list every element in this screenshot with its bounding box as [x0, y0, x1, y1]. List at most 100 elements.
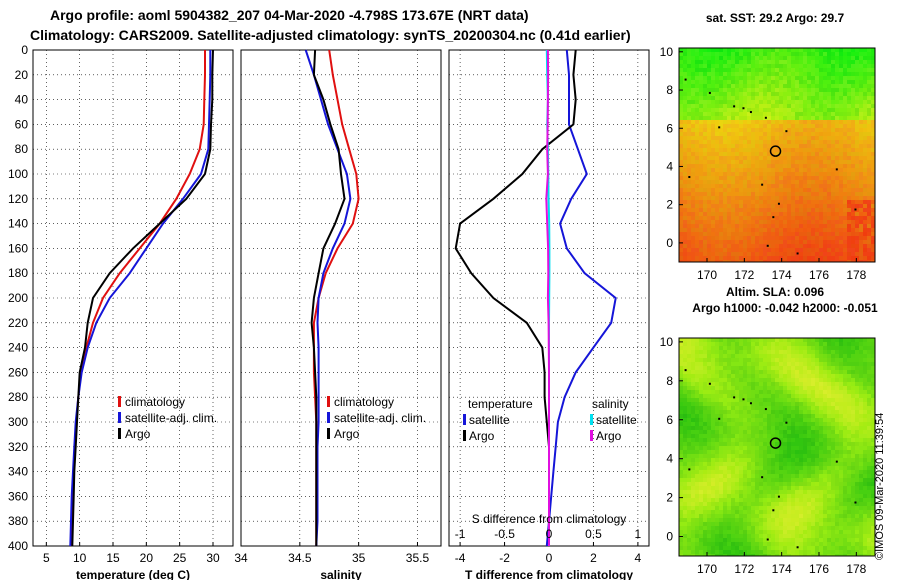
- profile-panel-salinity: 34 34.5 35 35.5 salinity climatology satellite…: [234, 49, 442, 580]
- legend-swatch: [590, 414, 593, 425]
- x-tick-label: 4: [635, 551, 642, 565]
- y-tick-label: 240: [8, 341, 28, 355]
- x-tick-label: 15: [106, 551, 120, 565]
- y-tick-label: 10: [660, 335, 674, 349]
- heatmap-cells: [679, 338, 876, 557]
- island-marker: [718, 126, 721, 129]
- island-marker: [772, 216, 775, 219]
- y-tick-label: 0: [21, 43, 28, 57]
- sst-map: 170 172 174 176 178 10 8 6 4 2 0 sat. SST: 29.2 Arg…: [660, 11, 876, 282]
- island-marker: [688, 468, 691, 471]
- legend-swatch: [118, 396, 121, 407]
- legend-label: Argo: [596, 429, 622, 443]
- y-tick-label: 8: [666, 374, 673, 388]
- x-tick-label: 0: [546, 551, 553, 565]
- top-tick-label: -0.5: [494, 527, 515, 541]
- island-marker: [764, 116, 767, 119]
- island-marker: [777, 202, 780, 205]
- y-tick-label: 260: [8, 365, 28, 379]
- legend-swatch: [118, 428, 121, 439]
- x-tick-label: 25: [173, 551, 187, 565]
- y-tick-label: 10: [660, 45, 674, 59]
- x-tick-label: 10: [73, 551, 87, 565]
- y-tick-label: 80: [15, 142, 29, 156]
- x-tick-label: 178: [846, 268, 866, 282]
- legend-swatch: [327, 428, 330, 439]
- x-axis-label: T difference from climatology: [465, 568, 633, 580]
- legend-swatch: [118, 412, 121, 423]
- x-tick-label: -4: [455, 551, 466, 565]
- y-tick-label: 220: [8, 316, 28, 330]
- island-marker: [718, 417, 721, 420]
- y-tick-label: 60: [15, 117, 29, 131]
- island-marker: [749, 402, 752, 405]
- legend-swatch: [327, 412, 330, 423]
- y-tick-label: 140: [8, 217, 28, 231]
- imos-timestamp: ©IMOS 09-Mar-2020 11:39:54: [874, 412, 886, 560]
- x-tick-label: 178: [846, 562, 866, 576]
- legend-label: satellite-adj. clim.: [125, 411, 217, 425]
- y-tick-label: 0: [666, 236, 673, 250]
- argo-float-marker: [769, 437, 782, 449]
- x-tick-label: 170: [697, 562, 717, 576]
- legend-label: satellite-adj. clim.: [334, 411, 426, 425]
- map-subtitle: Argo h1000: -0.042 h2000: -0.051: [692, 301, 878, 315]
- y-tick-label: 340: [8, 465, 28, 479]
- island-marker: [733, 396, 736, 399]
- island-marker: [708, 91, 711, 94]
- legend-title-salinity: salinity: [592, 397, 629, 411]
- island-marker: [761, 183, 764, 186]
- x-tick-label: 172: [734, 268, 754, 282]
- title-line-2: Climatology: CARS2009. Satellite-adjuste…: [30, 27, 631, 43]
- island-marker: [835, 168, 838, 171]
- map-frame: [678, 47, 876, 263]
- series-satellite-adj-clim-: [304, 49, 352, 547]
- map-title: sat. SST: 29.2 Argo: 29.7: [706, 11, 845, 25]
- y-tick-label: 2: [666, 198, 673, 212]
- island-marker: [766, 244, 769, 247]
- series-s-argo: [545, 49, 550, 546]
- island-marker: [733, 105, 736, 108]
- island-marker: [742, 107, 745, 110]
- top-tick-label: 1: [635, 527, 642, 541]
- y-tick-label: 320: [8, 440, 28, 454]
- y-tick-label: 160: [8, 241, 28, 255]
- island-marker: [835, 460, 838, 463]
- island-marker: [854, 208, 857, 211]
- series-argo: [310, 49, 346, 546]
- y-tick-label: 0: [666, 530, 673, 544]
- legend-swatch: [590, 430, 593, 441]
- island-marker: [742, 398, 745, 401]
- argo-float-marker: [769, 145, 782, 157]
- x-tick-label: 176: [809, 268, 829, 282]
- legend-swatch: [463, 414, 466, 425]
- y-tick-label: 200: [8, 291, 28, 305]
- heatmap-cells: [679, 48, 876, 263]
- sla-map: 170 172 174 176 178 10 8 6 4 2 0 Altim. SLA: 0.096 A…: [660, 285, 878, 576]
- island-marker: [854, 501, 857, 504]
- x-tick-label: 30: [206, 551, 220, 565]
- island-marker: [766, 538, 769, 541]
- y-tick-label: 6: [666, 413, 673, 427]
- y-tick-label: 20: [15, 68, 29, 82]
- x-tick-label: 174: [772, 562, 792, 576]
- island-marker: [772, 509, 775, 512]
- top-tick-label: -1: [455, 527, 466, 541]
- legend-label: climatology: [334, 395, 394, 409]
- y-tick-label: 2: [666, 491, 673, 505]
- x-axis-label: temperature (deg C): [76, 568, 190, 580]
- series-argo: [71, 49, 214, 547]
- island-marker: [688, 176, 691, 179]
- y-tick-label: 100: [8, 167, 28, 181]
- x-tick-label: 5: [43, 551, 50, 565]
- legend-label: Argo: [334, 427, 360, 441]
- x-tick-label: -2: [499, 551, 510, 565]
- island-marker: [749, 111, 752, 114]
- island-marker: [684, 369, 687, 372]
- legend-label: climatology: [125, 395, 185, 409]
- x-axis-label: salinity: [320, 568, 362, 580]
- legend-swatch: [463, 430, 466, 441]
- top-tick-label: 0.5: [585, 527, 602, 541]
- legend-label: Argo: [125, 427, 151, 441]
